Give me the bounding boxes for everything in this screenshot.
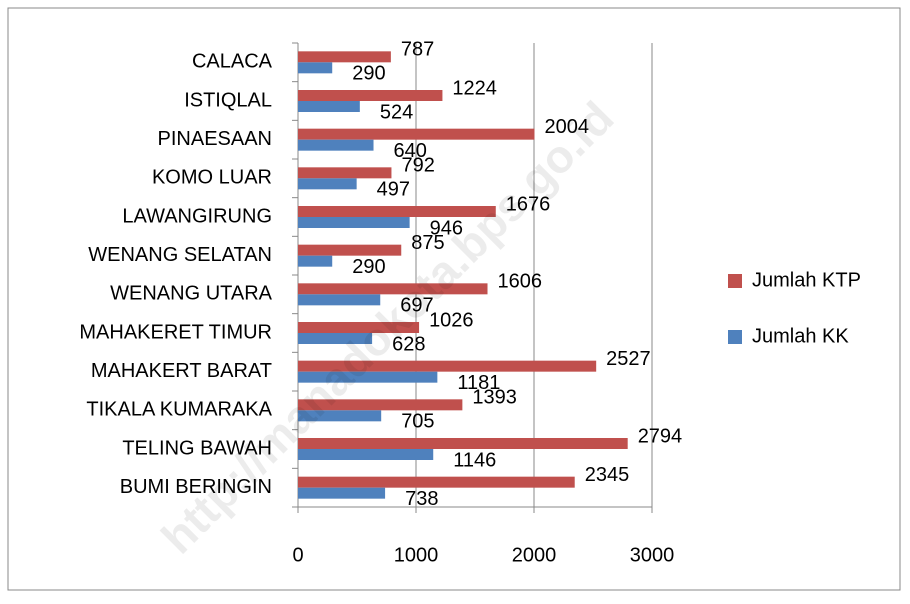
bar (298, 90, 443, 101)
bar (298, 322, 420, 333)
value-label: 1181 (457, 372, 500, 394)
bar (298, 101, 360, 112)
value-label: 1224 (452, 77, 497, 99)
value-label: 1393 (472, 387, 517, 409)
bar (298, 217, 410, 228)
value-label: 697 (400, 295, 433, 317)
bar (298, 139, 374, 151)
bar (298, 62, 333, 74)
value-label: 2527 (606, 348, 651, 370)
y-tick-label: TIKALA KUMARAKA (86, 399, 272, 421)
bar (298, 255, 333, 267)
bar (298, 399, 463, 411)
legend-label: Jumlah KTP (752, 269, 861, 291)
y-tick-label: CALACA (192, 51, 273, 73)
y-tick-label: BUMI BERINGIN (120, 476, 272, 498)
x-tick-label: 1000 (394, 544, 439, 566)
value-label: 787 (401, 39, 434, 61)
value-label: 524 (380, 101, 413, 123)
value-label: 946 (430, 217, 463, 239)
y-tick-label: MAHAKERT BARAT (91, 360, 272, 382)
bar (298, 449, 434, 460)
value-label: 1026 (429, 309, 474, 331)
bar (298, 283, 488, 295)
value-label: 640 (394, 140, 427, 162)
value-label: 792 (401, 155, 434, 177)
y-tick-label: TELING BAWAH (122, 437, 272, 459)
legend-label: Jumlah KK (752, 325, 849, 347)
bar (298, 294, 381, 306)
value-label: 875 (411, 232, 444, 254)
value-label: 2794 (638, 425, 683, 447)
bar (298, 360, 597, 372)
value-label: 1676 (506, 193, 551, 215)
bar (298, 206, 496, 217)
bar (298, 371, 438, 383)
y-tick-label: MAHAKERET TIMUR (79, 321, 272, 343)
bar (298, 51, 391, 63)
bar (298, 128, 535, 140)
y-tick-label: WENANG SELATAN (88, 244, 272, 266)
value-label: 628 (392, 333, 425, 355)
legend-swatch (728, 330, 742, 344)
x-tick-label: 3000 (630, 544, 675, 566)
value-label: 290 (352, 63, 385, 85)
y-tick-label: LAWANGIRUNG (122, 205, 272, 227)
bar (298, 167, 392, 179)
value-label: 705 (401, 411, 434, 433)
bar (298, 438, 628, 449)
bar (298, 244, 402, 256)
x-tick-label: 0 (292, 544, 303, 566)
legend-swatch (728, 274, 742, 288)
value-label: 1606 (498, 271, 543, 293)
value-label: 2004 (544, 116, 589, 138)
bar (298, 476, 575, 488)
value-label: 1146 (453, 449, 496, 471)
chart-border (7, 7, 901, 591)
value-label: 290 (352, 256, 385, 278)
x-tick-label: 2000 (512, 544, 557, 566)
y-tick-label: PINAESAAN (158, 128, 272, 150)
value-label: 497 (377, 179, 410, 201)
bar (298, 410, 382, 422)
bar (298, 178, 357, 190)
y-tick-label: ISTIQLAL (184, 89, 272, 111)
bar (298, 487, 386, 499)
y-tick-label: KOMO LUAR (152, 167, 272, 189)
value-label: 2345 (585, 464, 630, 486)
value-label: 738 (405, 488, 438, 510)
y-tick-label: WENANG UTARA (110, 283, 273, 305)
bar (298, 333, 373, 344)
